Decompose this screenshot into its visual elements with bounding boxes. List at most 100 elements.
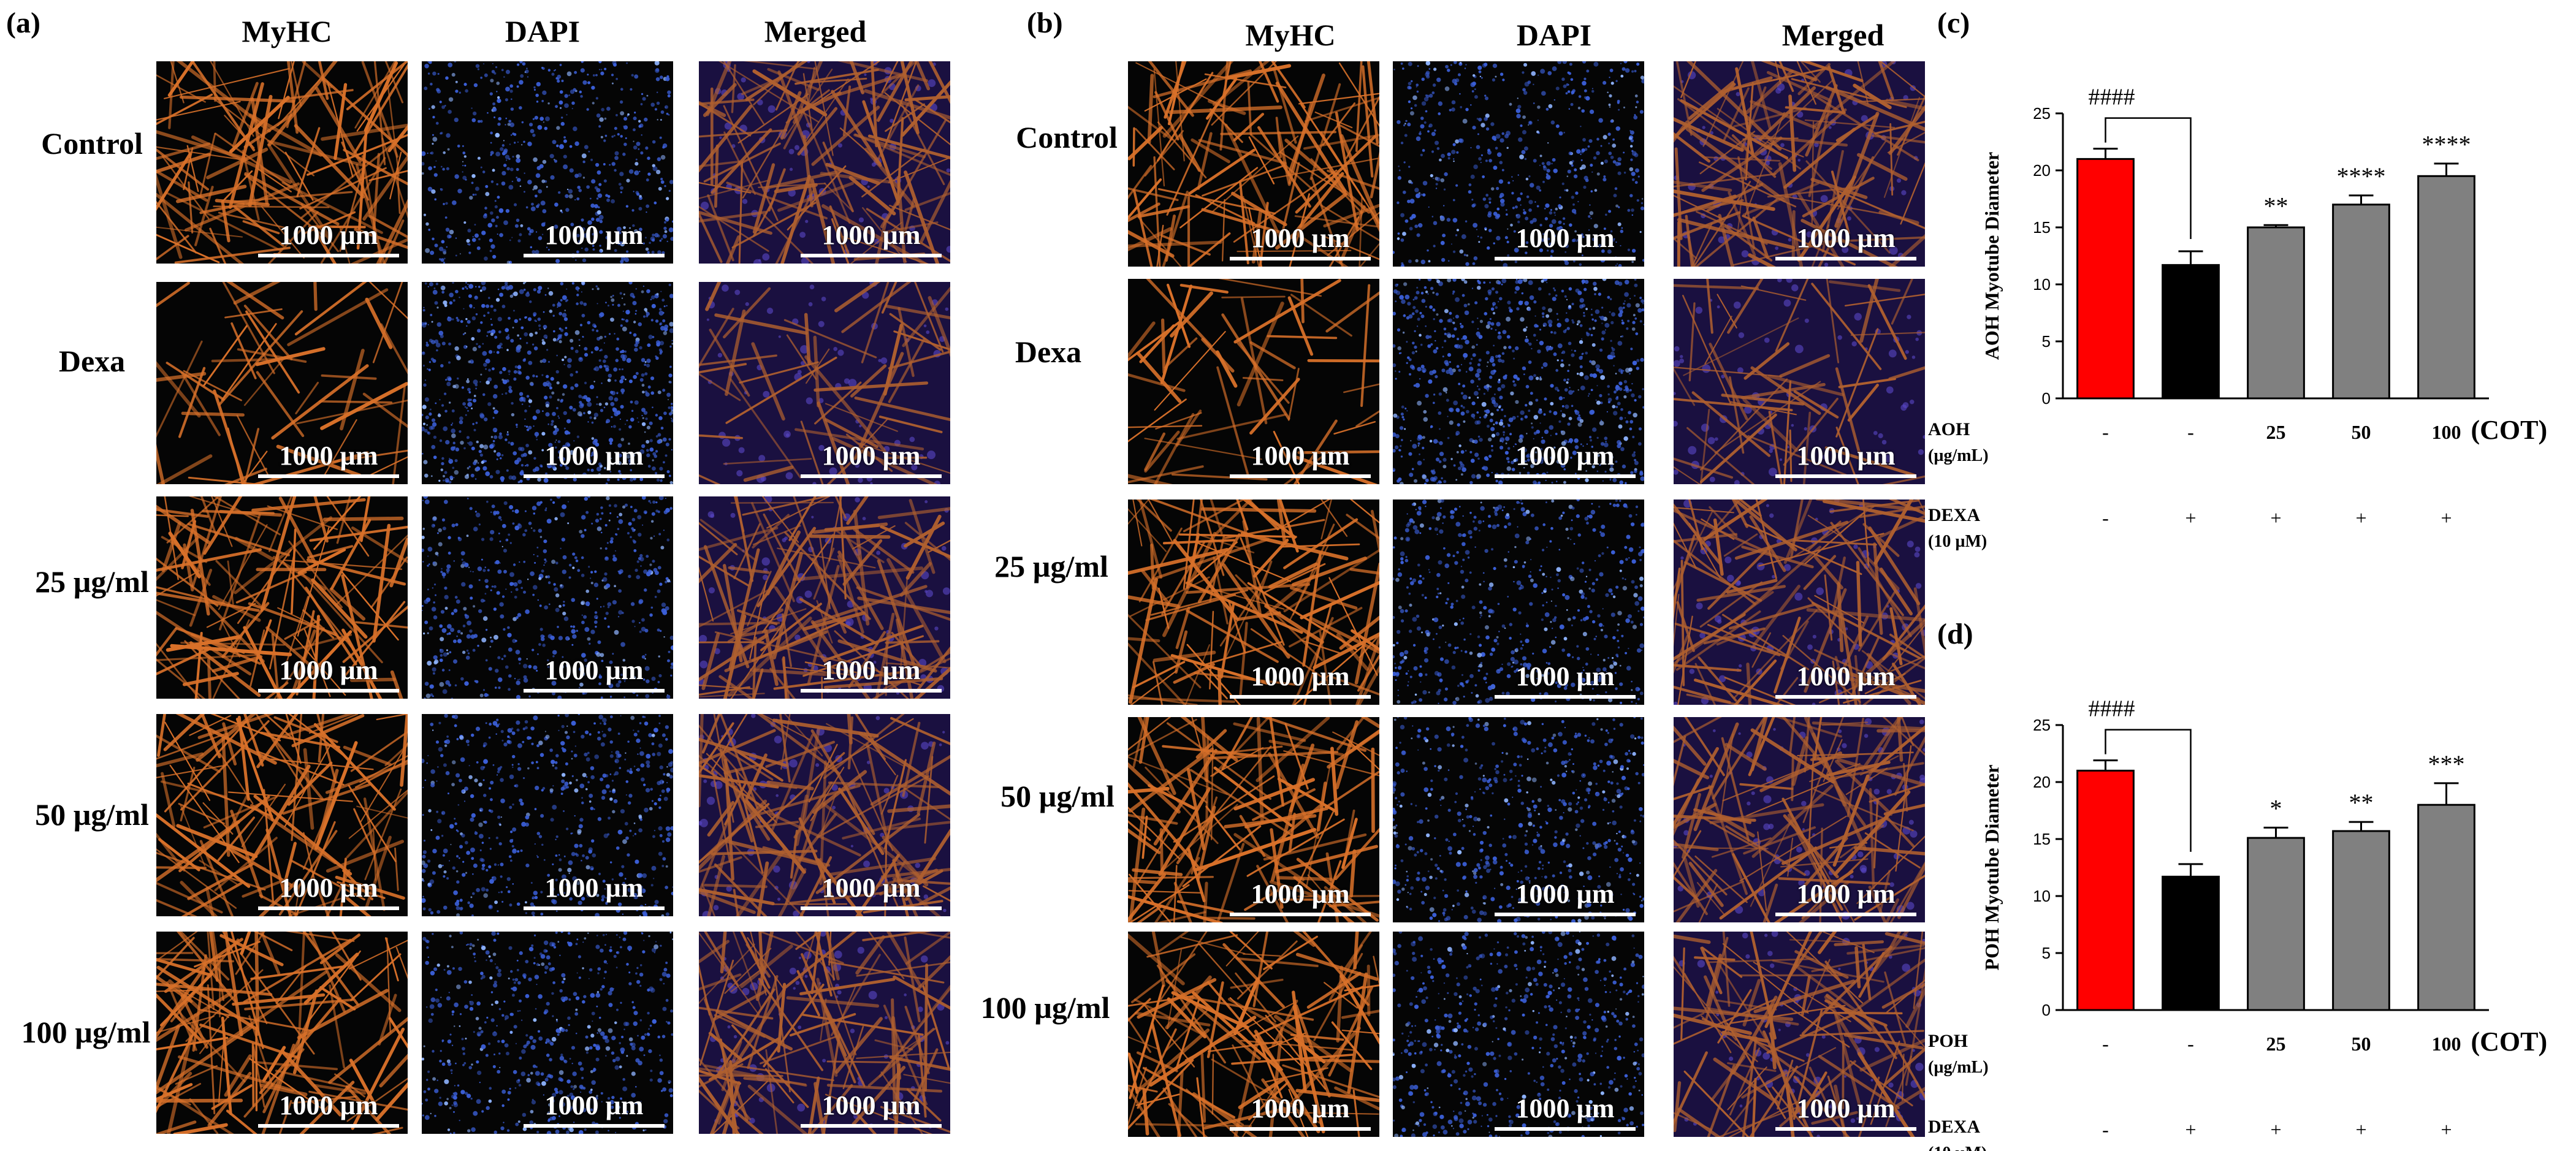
scale-bar-label: 1000 µm — [1775, 1095, 1916, 1122]
panel-a-header-myhc: MyHC — [164, 13, 410, 49]
panel-a-letter: (a) — [6, 6, 40, 40]
scale-bar-label: 1000 µm — [524, 443, 665, 469]
chart-c-ytick-label: 0 — [2042, 389, 2051, 408]
chart-c-treatment-value: + — [2441, 507, 2452, 529]
scale-bar — [801, 254, 942, 257]
scale-bar-label: 1000 µm — [1230, 443, 1371, 469]
chart-d-bracket-label: #### — [2089, 696, 2135, 722]
scale-bar — [1775, 1127, 1916, 1131]
panel-b-row-25: 25 µg/ml — [972, 549, 1131, 584]
micrograph-b-merged-25: 1000 µm — [1674, 500, 1925, 705]
scale-bar — [1495, 913, 1636, 916]
scale-bar — [1230, 913, 1371, 916]
micrograph-b-myhc-50: 1000 µm — [1128, 717, 1379, 922]
scale-bar-label: 1000 µm — [801, 443, 942, 469]
chart-c-treatment-value: 50 — [2352, 421, 2371, 443]
scale-bar-label: 1000 µm — [1495, 443, 1636, 469]
chart-d-ylabel: POH Myotube Diameter — [1981, 765, 2003, 971]
chart-c-ytick-label: 5 — [2042, 332, 2051, 351]
scale-bar — [1775, 474, 1916, 478]
chart-d-significance: *** — [2428, 750, 2465, 778]
micrograph-b-merged-control: 1000 µm — [1674, 61, 1925, 267]
chart-d-treatment-sublabel: (10 µM) — [1928, 1144, 1987, 1151]
scale-bar — [258, 254, 399, 257]
micrograph-a-merged-100: 1000 µm — [699, 932, 950, 1134]
chart-d-treatment-value: + — [2441, 1119, 2452, 1141]
scale-bar — [801, 1124, 942, 1128]
chart-c-treatment-value: 100 — [2432, 421, 2461, 443]
chart-c-treatment-value: 25 — [2266, 421, 2286, 443]
panel-b-letter: (b) — [1027, 6, 1063, 40]
chart-c-significance: **** — [2422, 131, 2471, 158]
chart-c-bracket-label: #### — [2089, 85, 2135, 110]
panel-a-row-control: Control — [12, 126, 172, 161]
scale-bar-label: 1000 µm — [801, 222, 942, 249]
scale-bar-label: 1000 µm — [524, 875, 665, 902]
scale-bar-label: 1000 µm — [258, 657, 399, 684]
panel-a-row-25: 25 µg/ml — [12, 564, 172, 599]
chart-c-treatment-label: DEXA — [1928, 505, 1980, 525]
scale-bar — [1230, 1127, 1371, 1131]
scale-bar-label: 1000 µm — [801, 1092, 942, 1119]
scale-bar-label: 1000 µm — [1775, 225, 1916, 252]
micrograph-a-merged-50: 1000 µm — [699, 714, 950, 916]
chart-d-svg: POH Myotube Diameter0510152025******####… — [1913, 573, 2576, 1148]
panel-b-row-control: Control — [987, 120, 1146, 155]
chart-d-treatment-value: 25 — [2266, 1033, 2286, 1055]
panel-b-header-dapi: DAPI — [1431, 17, 1677, 53]
micrograph-b-dapi-100: 1000 µm — [1393, 932, 1644, 1137]
scale-bar — [1230, 695, 1371, 699]
chart-d-treatment-sublabel: (µg/mL) — [1928, 1058, 1989, 1077]
chart-d-treatment-value: 50 — [2352, 1033, 2371, 1055]
micrograph-a-myhc-50: 1000 µm — [156, 714, 408, 916]
chart-c-treatment-value: + — [2355, 507, 2366, 529]
scale-bar — [1230, 257, 1371, 260]
panel-a-header-dapi: DAPI — [420, 13, 665, 49]
chart-d-ytick-label: 15 — [2033, 830, 2051, 848]
scale-bar-label: 1000 µm — [1495, 225, 1636, 252]
scale-bar — [524, 1124, 665, 1128]
chart-c-bar-control — [2078, 159, 2134, 398]
chart-d-ytick-label: 0 — [2042, 1001, 2051, 1019]
chart-d-treatment-value: 100 — [2432, 1033, 2461, 1055]
micrograph-a-myhc-100: 1000 µm — [156, 932, 408, 1134]
panel-b-header-myhc: MyHC — [1168, 17, 1413, 53]
micrograph-b-merged-dexa: 1000 µm — [1674, 279, 1925, 484]
scale-bar-label: 1000 µm — [524, 1092, 665, 1119]
chart-c-treatment-label: AOH — [1928, 419, 1970, 439]
chart-c-bar-50 — [2333, 205, 2390, 398]
chart-c-treatment-sublabel: (10 µM) — [1928, 532, 1987, 551]
chart-c-ytick-label: 10 — [2033, 275, 2051, 294]
micrograph-b-dapi-50: 1000 µm — [1393, 717, 1644, 922]
micrograph-a-dapi-100: 1000 µm — [422, 932, 673, 1134]
micrograph-a-dapi-50: 1000 µm — [422, 714, 673, 916]
panel-a-row-50: 50 µg/ml — [12, 797, 172, 832]
scale-bar-label: 1000 µm — [1495, 1095, 1636, 1122]
chart-c-bar-25 — [2248, 227, 2304, 398]
scale-bar-label: 1000 µm — [524, 222, 665, 249]
chart-c-significance: ** — [2264, 192, 2288, 219]
scale-bar — [801, 689, 942, 693]
chart-d-bar-25 — [2248, 838, 2304, 1010]
micrograph-b-myhc-100: 1000 µm — [1128, 932, 1379, 1137]
scale-bar — [524, 689, 665, 693]
chart-c-treatment-value: - — [2187, 421, 2194, 443]
chart-c-ytick-label: 25 — [2033, 104, 2051, 123]
chart-d-bar-100 — [2418, 805, 2475, 1010]
scale-bar — [1495, 474, 1636, 478]
panel-b-row-50: 50 µg/ml — [978, 778, 1137, 814]
scale-bar-label: 1000 µm — [1230, 663, 1371, 690]
chart-c-letter: (c) — [1937, 6, 1970, 40]
scale-bar — [1775, 257, 1916, 260]
chart-d-letter: (d) — [1937, 617, 1973, 651]
scale-bar-label: 1000 µm — [258, 222, 399, 249]
scale-bar — [1775, 913, 1916, 916]
scale-bar — [1230, 474, 1371, 478]
micrograph-b-dapi-control: 1000 µm — [1393, 61, 1644, 267]
chart-d-treatment-value: - — [2102, 1119, 2109, 1141]
scale-bar-label: 1000 µm — [258, 875, 399, 902]
scale-bar-label: 1000 µm — [1495, 663, 1636, 690]
chart-c-suffix: (COT) — [2471, 415, 2548, 445]
chart-d-treatment-label: POH — [1928, 1031, 1968, 1051]
